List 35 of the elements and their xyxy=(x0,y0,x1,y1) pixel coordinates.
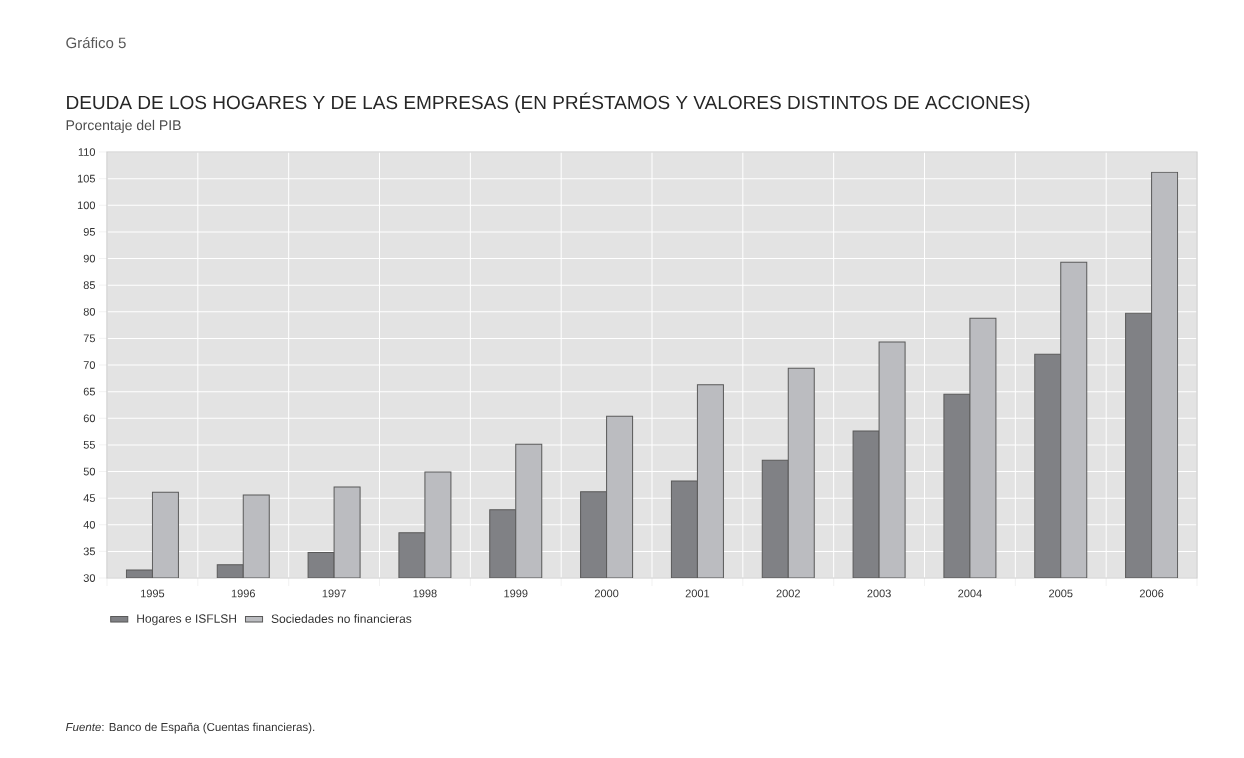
y-tick-label: 80 xyxy=(83,307,96,316)
y-axis-title: Porcentaje del PIB xyxy=(66,119,181,133)
y-tick-label: 40 xyxy=(83,520,96,529)
x-tick-label: 1999 xyxy=(504,589,528,598)
x-tick-label: 2005 xyxy=(1049,589,1073,598)
x-tick-label: 2004 xyxy=(958,589,982,598)
y-tick-label: 85 xyxy=(83,281,95,290)
y-tick-label: 75 xyxy=(83,334,95,343)
x-tick-label: 2001 xyxy=(685,589,710,598)
y-tick-label: 95 xyxy=(83,228,95,236)
y-tick-label: 30 xyxy=(83,574,96,582)
y-tick-label: 35 xyxy=(83,547,95,556)
x-tick-label: 1998 xyxy=(413,589,437,598)
y-tick-label: 45 xyxy=(83,494,95,502)
y-tick-label: 65 xyxy=(83,387,95,396)
chart-subtitle: DEUDA DE LOS HOGARES Y DE LAS EMPRESAS (EN PRÉSTAMOS Y VALORES DISTINTOS DE ACCIONES) xyxy=(67,92,1030,113)
x-tick-label: 2003 xyxy=(867,589,891,598)
y-tick-label: 55 xyxy=(83,441,95,449)
x-tick-label: 2002 xyxy=(776,589,800,598)
y-tick-label: 60 xyxy=(83,414,96,423)
legend-label: Hogares e ISFLSH xyxy=(137,614,236,626)
legend-label: Sociedades no financieras xyxy=(271,614,412,623)
chart-title: Gráfico 5 xyxy=(66,36,126,49)
x-tick-label: 2006 xyxy=(1139,589,1164,598)
x-tick-label: 1996 xyxy=(231,589,255,598)
y-tick-label: 70 xyxy=(83,361,96,369)
y-tick-label: 105 xyxy=(77,174,95,183)
y-tick-label: 110 xyxy=(78,148,96,156)
y-tick-label: 100 xyxy=(77,201,96,210)
text: Fuente: Banco de España (Cuentas financieras). xyxy=(65,722,315,734)
y-tick-label: 50 xyxy=(83,467,96,476)
x-tick-label: 2000 xyxy=(594,589,619,598)
x-tick-label: 1995 xyxy=(141,589,165,598)
x-tick-label: 1997 xyxy=(322,589,346,598)
y-tick-label: 90 xyxy=(83,254,96,263)
